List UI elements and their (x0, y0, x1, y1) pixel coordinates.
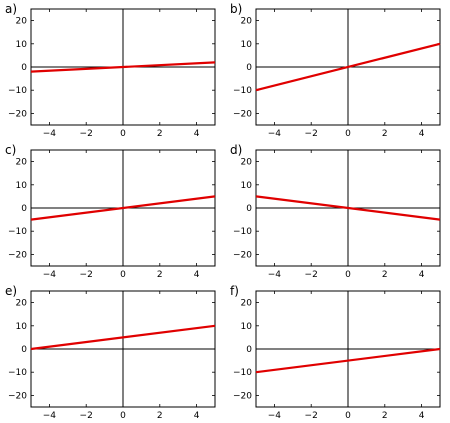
y-tick-label-b: 10 (241, 40, 253, 50)
series-line-f (255, 347, 441, 374)
x-tick-label-e: 0 (120, 411, 126, 421)
y-tick-label-c: −20 (8, 250, 27, 260)
y-tick-label-c: 10 (16, 181, 28, 191)
x-tick-label-e: −4 (43, 411, 57, 421)
y-tick-label-b: 0 (246, 63, 252, 73)
y-tick-label-c: 20 (16, 158, 28, 168)
x-tick-label-e: 4 (194, 411, 200, 421)
x-tick-label-a: 4 (194, 129, 200, 139)
y-tick-label-d: −20 (233, 250, 252, 260)
x-tick-label-c: −4 (43, 270, 57, 280)
x-tick-label-f: 4 (419, 411, 425, 421)
x-tick-label-f: 2 (382, 411, 388, 421)
y-tick-label-a: −20 (8, 109, 27, 119)
series-line-a (30, 61, 216, 73)
x-tick-label-f: −2 (305, 411, 318, 421)
x-tick-label-c: 2 (157, 270, 163, 280)
panel-label-a: a) (5, 2, 17, 16)
y-tick-label-e: 20 (16, 299, 28, 309)
x-tick-label-c: −2 (80, 270, 93, 280)
y-tick-label-e: −20 (8, 391, 27, 401)
x-tick-label-b: 4 (419, 129, 425, 139)
x-tick-label-f: −4 (268, 411, 282, 421)
x-tick-label-b: 0 (345, 129, 351, 139)
x-tick-label-d: 4 (419, 270, 425, 280)
panel-label-d: d) (230, 143, 242, 157)
x-tick-label-b: 2 (382, 129, 388, 139)
x-tick-label-b: −2 (305, 129, 318, 139)
chart-panel-c: c) −4 −2 0 2 4 −20 −10 0 10 20 (0, 141, 225, 282)
x-tick-label-c: 4 (194, 270, 200, 280)
chart-panel-a: a) −4 −2 0 2 4 −20 −10 0 10 20 (0, 0, 225, 141)
y-tick-label-a: 0 (21, 63, 27, 73)
y-tick-label-f: −10 (233, 368, 252, 378)
x-tick-label-b: −4 (268, 129, 282, 139)
x-tick-label-a: −2 (80, 129, 93, 139)
y-tick-label-b: 20 (241, 17, 253, 27)
x-tick-label-d: −4 (268, 270, 282, 280)
y-tick-label-b: −10 (233, 86, 252, 96)
series-line-b (255, 42, 441, 92)
x-tick-label-f: 0 (345, 411, 351, 421)
x-tick-label-e: −2 (80, 411, 93, 421)
panel-label-f: f) (230, 284, 239, 298)
chart-panel-e: e) −4 −2 0 2 4 −20 −10 0 10 20 (0, 282, 225, 423)
y-tick-label-c: −10 (8, 227, 27, 237)
y-tick-label-a: 20 (16, 17, 28, 27)
x-tick-label-d: 2 (382, 270, 388, 280)
y-tick-label-f: 20 (241, 299, 253, 309)
y-tick-label-e: −10 (8, 368, 27, 378)
chart-panel-f: f) −4 −2 0 2 4 −20 −10 0 10 20 (225, 282, 450, 423)
x-tick-label-a: 2 (157, 129, 163, 139)
y-tick-label-f: −20 (233, 391, 252, 401)
y-tick-label-b: −20 (233, 109, 252, 119)
y-tick-label-d: −10 (233, 227, 252, 237)
x-tick-label-d: −2 (305, 270, 318, 280)
x-tick-label-a: 0 (120, 129, 126, 139)
series-line-d (255, 195, 441, 221)
x-tick-label-e: 2 (157, 411, 163, 421)
x-tick-label-c: 0 (120, 270, 126, 280)
y-tick-label-e: 10 (16, 322, 28, 332)
y-tick-label-e: 0 (21, 345, 27, 355)
chart-panel-d: d) −4 −2 0 2 4 −20 −10 0 10 20 (225, 141, 450, 282)
y-tick-label-a: −10 (8, 86, 27, 96)
series-line-c (30, 195, 216, 221)
y-tick-label-d: 0 (246, 204, 252, 214)
y-tick-label-f: 0 (246, 345, 252, 355)
x-tick-label-d: 0 (345, 270, 351, 280)
series-line-e (30, 324, 216, 351)
y-tick-label-a: 10 (16, 40, 28, 50)
panel-label-b: b) (230, 2, 242, 16)
x-tick-label-a: −4 (43, 129, 57, 139)
panel-label-e: e) (5, 284, 17, 298)
y-tick-label-d: 10 (241, 181, 253, 191)
y-tick-label-f: 10 (241, 322, 253, 332)
y-tick-label-d: 20 (241, 158, 253, 168)
chart-panel-b: b) −4 −2 0 2 4 −20 −10 0 10 20 (225, 0, 450, 141)
y-tick-label-c: 0 (21, 204, 27, 214)
panel-label-c: c) (5, 143, 16, 157)
